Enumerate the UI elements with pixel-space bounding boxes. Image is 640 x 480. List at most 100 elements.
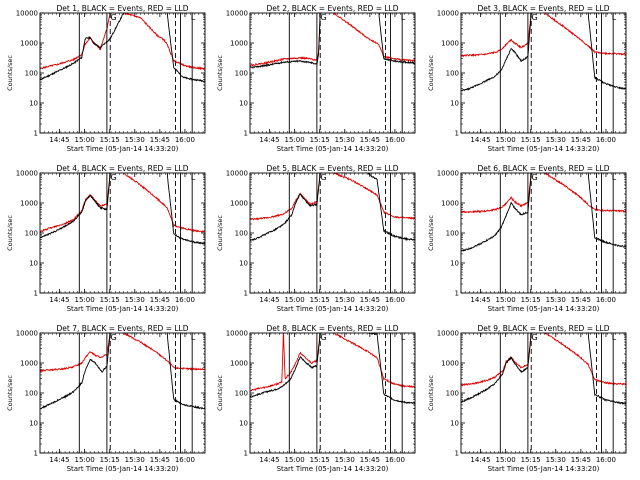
marker-label: L — [612, 173, 617, 182]
plot-area — [250, 173, 415, 242]
lld-series-line — [40, 13, 205, 71]
y-axis-label: Counts/sec — [216, 375, 224, 411]
y-axis-label: Counts/sec — [6, 215, 14, 251]
y-tick-label: 100 — [25, 390, 38, 398]
y-tick-label: 1000 — [230, 200, 248, 208]
y-tick-label: 1 — [34, 450, 38, 458]
marker-label: G — [320, 333, 326, 342]
x-tick-label: 15:45 — [360, 296, 380, 304]
marker-label: L — [191, 333, 196, 342]
plot-area — [250, 333, 415, 405]
x-tick-label: 15:45 — [150, 456, 170, 464]
panel-title: Det 7, BLACK = Events, RED = LLD — [56, 324, 188, 333]
x-axis-label: Start Time (05-Jan-14 14:33:20) — [277, 305, 389, 313]
plot-area — [40, 333, 205, 410]
x-axis-label: Start Time (05-Jan-14 14:33:20) — [67, 305, 179, 313]
y-tick-label: 100 — [235, 230, 248, 238]
marker-label: L — [191, 173, 196, 182]
marker-label: G — [320, 13, 326, 22]
y-tick-label: 1 — [244, 290, 248, 298]
x-tick-label: 15:00 — [74, 456, 94, 464]
panel-frame — [249, 12, 416, 134]
x-tick-label: 15:00 — [74, 296, 94, 304]
y-axis-label: Counts/sec — [427, 375, 435, 411]
y-tick-label: 10 — [239, 100, 248, 108]
x-tick-label: 15:00 — [495, 296, 515, 304]
y-tick-label: 10000 — [16, 10, 38, 18]
y-tick-label: 100 — [446, 390, 459, 398]
x-axis-label: Start Time (05-Jan-14 14:33:20) — [488, 145, 600, 153]
y-axis-label: Counts/sec — [216, 215, 224, 251]
x-tick-label: 15:45 — [571, 296, 591, 304]
x-axis-label: Start Time (05-Jan-14 14:33:20) — [277, 145, 389, 153]
events-series-line — [461, 333, 626, 405]
x-tick-label: 15:30 — [546, 296, 566, 304]
y-tick-label: 100 — [446, 230, 459, 238]
x-axis-label: Start Time (05-Jan-14 14:33:20) — [67, 465, 179, 473]
y-tick-label: 10 — [239, 260, 248, 268]
panel-frame — [249, 332, 416, 454]
marker-label: L — [612, 333, 617, 342]
plot-area — [250, 13, 415, 70]
panel-frame — [460, 172, 627, 294]
marker-label: L — [191, 13, 196, 22]
marker-label: G — [110, 173, 116, 182]
chart-panel-1: Det 1, BLACK = Events, RED = LLD Counts/s… — [6, 4, 206, 153]
x-tick-label: 15:00 — [74, 136, 94, 144]
events-series-line — [250, 173, 415, 242]
panel-title: Det 9, BLACK = Events, RED = LLD — [477, 324, 609, 333]
x-tick-label: 15:15 — [310, 136, 330, 144]
x-tick-label: 15:45 — [360, 456, 380, 464]
events-series-line — [250, 333, 415, 405]
x-axis-label: Start Time (05-Jan-14 14:33:20) — [277, 465, 389, 473]
x-tick-label: 15:15 — [100, 136, 120, 144]
x-tick-label: 15:30 — [335, 456, 355, 464]
marker-label: G — [531, 13, 537, 22]
x-tick-label: 14:45 — [470, 136, 490, 144]
y-tick-label: 1 — [455, 290, 459, 298]
marker-label: G — [110, 13, 116, 22]
y-tick-label: 10 — [29, 420, 38, 428]
events-series-line — [461, 13, 626, 92]
marker-label: L — [401, 13, 406, 22]
x-tick-label: 16:00 — [596, 456, 616, 464]
x-tick-label: 16:00 — [596, 136, 616, 144]
events-series-line — [461, 173, 626, 252]
x-tick-label: 14:45 — [470, 296, 490, 304]
plot-area — [40, 13, 205, 83]
y-tick-label: 10 — [239, 420, 248, 428]
plot-area — [461, 173, 626, 252]
y-axis-label: Counts/sec — [6, 55, 14, 91]
y-tick-label: 1 — [244, 450, 248, 458]
y-tick-label: 100 — [25, 230, 38, 238]
y-tick-label: 10000 — [226, 330, 248, 338]
panel-frame — [249, 172, 416, 294]
x-tick-label: 14:45 — [470, 456, 490, 464]
x-tick-label: 15:15 — [521, 296, 541, 304]
events-series-line — [40, 13, 205, 83]
lld-series-line — [250, 13, 415, 67]
y-axis-label: Counts/sec — [427, 215, 435, 251]
y-tick-label: 10000 — [16, 330, 38, 338]
x-tick-label: 15:15 — [100, 296, 120, 304]
y-tick-label: 1000 — [441, 200, 459, 208]
lld-series-line — [250, 333, 415, 392]
lld-series-line — [250, 173, 415, 221]
chart-panel-4: Det 4, BLACK = Events, RED = LLD Counts/s… — [6, 164, 206, 313]
x-tick-label: 16:00 — [175, 456, 195, 464]
marker-label: G — [320, 173, 326, 182]
x-tick-label: 16:00 — [175, 296, 195, 304]
y-tick-label: 10000 — [226, 170, 248, 178]
marker-label: L — [612, 13, 617, 22]
lld-series-line — [461, 13, 626, 58]
marker-label: L — [401, 173, 406, 182]
x-tick-label: 16:00 — [175, 136, 195, 144]
panel-frame — [39, 172, 206, 294]
y-tick-label: 1 — [34, 290, 38, 298]
x-axis-label: Start Time (05-Jan-14 14:33:20) — [488, 305, 600, 313]
lld-series-line — [461, 333, 626, 387]
y-tick-label: 1 — [455, 450, 459, 458]
y-tick-label: 10 — [450, 420, 459, 428]
x-tick-label: 15:15 — [100, 456, 120, 464]
